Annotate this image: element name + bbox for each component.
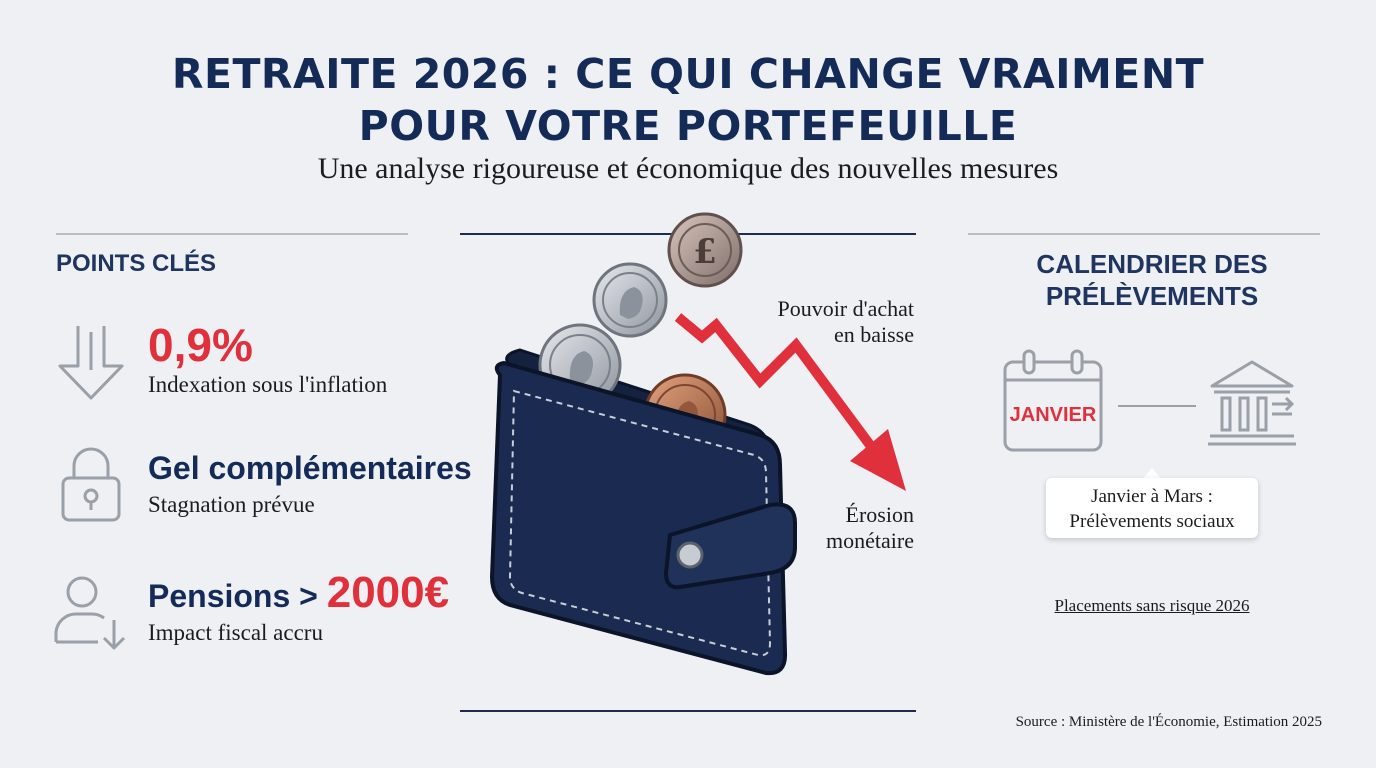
purchasing-power-line-2: en baisse bbox=[833, 322, 914, 347]
pension-threshold-desc: Impact fiscal accru bbox=[148, 620, 323, 645]
monetary-erosion-line-1: Érosion bbox=[845, 502, 914, 527]
center-bottom-divider bbox=[460, 710, 916, 712]
purchasing-power-annotation: Pouvoir d'achat en baisse bbox=[740, 296, 914, 348]
calendar-heading: CALENDRIER DES PRÉLÈVEMENTS bbox=[968, 248, 1336, 312]
calendar-heading-line-2: PRÉLÈVEMENTS bbox=[1045, 281, 1259, 311]
bank-transfer-icon bbox=[1208, 360, 1296, 446]
calendar-icon bbox=[1003, 349, 1103, 452]
key-points-heading: POINTS CLÉS bbox=[56, 250, 217, 277]
safe-investments-link[interactable]: Placements sans risque 2026 bbox=[1054, 596, 1250, 615]
person-arrow-down-icon bbox=[54, 576, 126, 650]
withholding-callout: Janvier à Mars : Prélèvements sociaux bbox=[1046, 478, 1258, 538]
decline-arrow bbox=[674, 313, 875, 448]
pension-threshold: Pensions > 2000€ bbox=[148, 568, 449, 618]
calendar-month-label: JANVIER bbox=[1009, 404, 1097, 426]
title-line-1: RETRAITE 2026 : CE QUI CHANGE VRAIMENT bbox=[171, 50, 1205, 98]
calendar-connector bbox=[1118, 405, 1196, 407]
wallet-strap bbox=[663, 502, 797, 590]
pension-freeze-desc: Stagnation prévue bbox=[148, 492, 315, 517]
monetary-erosion-annotation: Érosion monétaire bbox=[740, 502, 914, 554]
left-divider bbox=[56, 233, 408, 235]
indexation-desc: Indexation sous l'inflation bbox=[148, 372, 388, 397]
pension-threshold-prefix: Pensions > bbox=[148, 578, 327, 614]
source-note: Source : Ministère de l'Économie, Estima… bbox=[1015, 714, 1322, 730]
pension-freeze-value: Gel complémentaires bbox=[148, 450, 472, 486]
page-title: RETRAITE 2026 : CE QUI CHANGE VRAIMENT P… bbox=[0, 48, 1376, 152]
padlock-icon bbox=[61, 447, 121, 522]
arrow-down-icon bbox=[58, 326, 124, 400]
callout-pointer bbox=[1142, 468, 1162, 480]
svg-text:£: £ bbox=[693, 232, 717, 272]
withholding-callout-line-1: Janvier à Mars : bbox=[1091, 486, 1213, 507]
coin-silver-falling bbox=[592, 262, 668, 338]
purchasing-power-line-1: Pouvoir d'achat bbox=[777, 296, 914, 321]
right-divider bbox=[968, 233, 1320, 235]
coin-pound-falling: £ bbox=[667, 212, 743, 288]
withholding-callout-line-2: Prélèvements sociaux bbox=[1069, 511, 1235, 532]
wallet-illustration: £ bbox=[489, 212, 906, 676]
pension-threshold-value: 2000€ bbox=[326, 568, 450, 617]
page-subtitle: Une analyse rigoureuse et économique des… bbox=[317, 152, 1059, 185]
calendar-heading-line-1: CALENDRIER DES bbox=[1036, 249, 1268, 279]
indexation-value: 0,9% bbox=[148, 319, 253, 371]
wallet-front bbox=[489, 360, 788, 676]
monetary-erosion-line-2: monétaire bbox=[826, 528, 914, 553]
title-line-2: POUR VOTRE PORTEFEUILLE bbox=[358, 102, 1018, 150]
